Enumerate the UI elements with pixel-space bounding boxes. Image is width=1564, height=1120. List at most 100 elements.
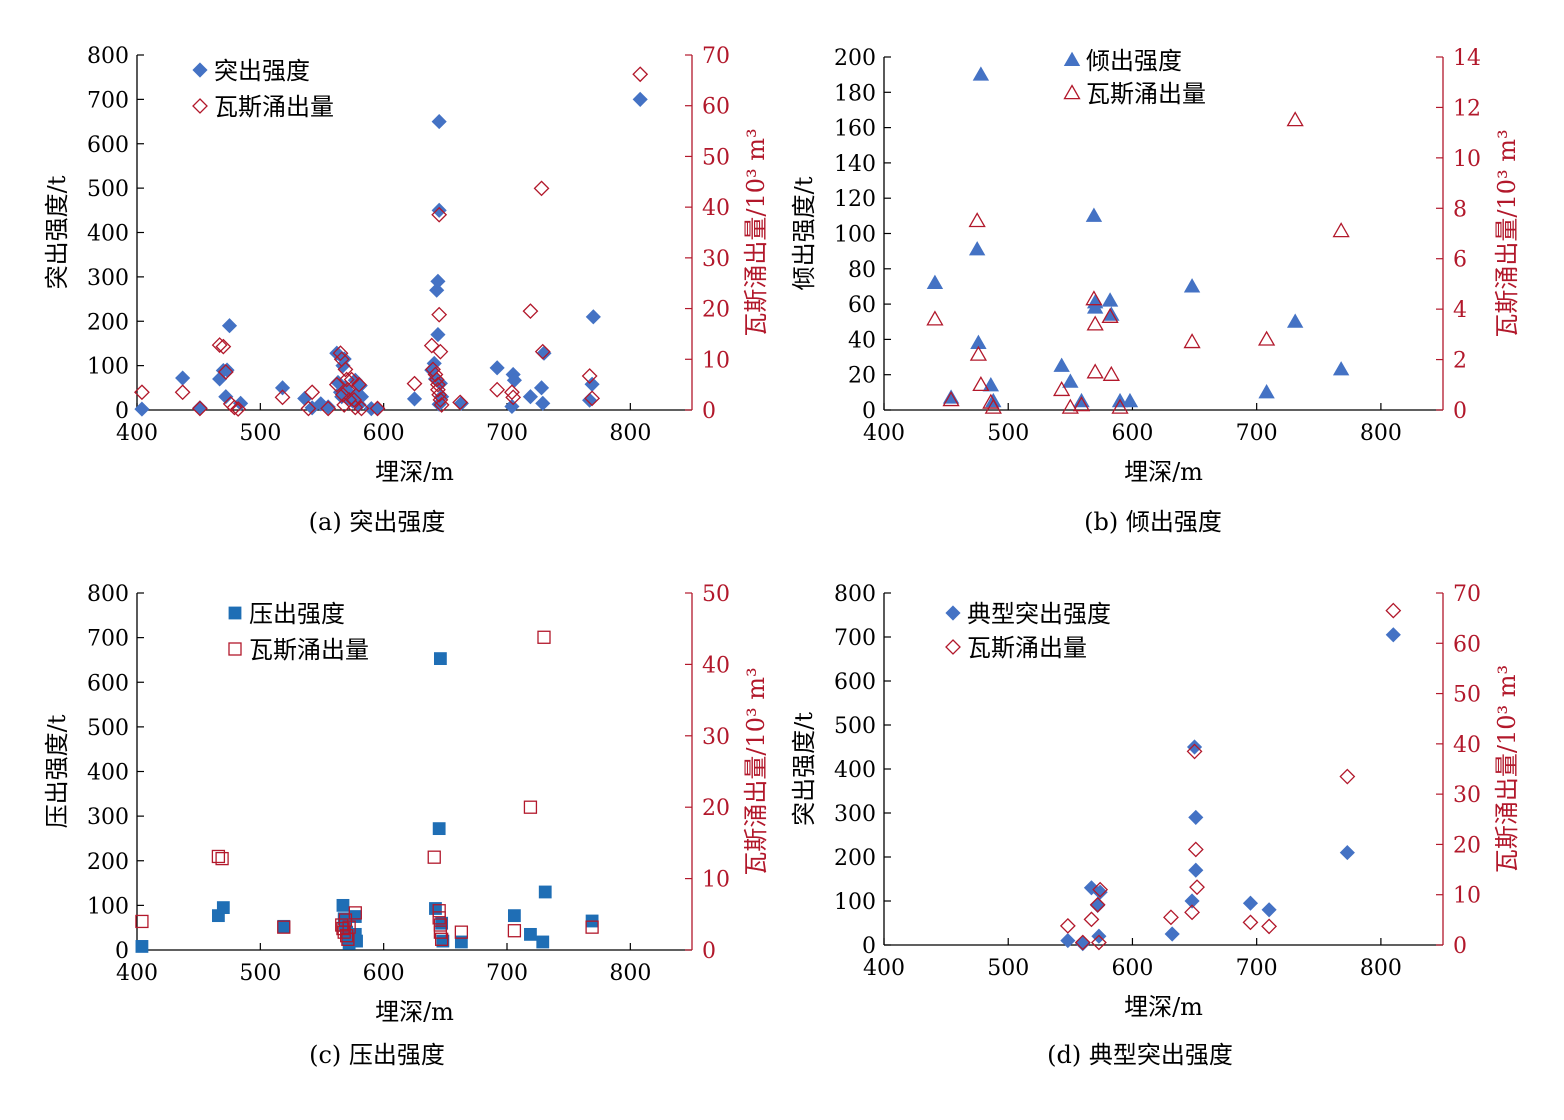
y-tick-label-right: 20 <box>702 796 730 821</box>
data-point <box>507 909 521 923</box>
data-point <box>1257 330 1276 346</box>
data-point <box>1086 299 1104 314</box>
data-point <box>969 345 988 361</box>
data-point <box>1184 893 1200 909</box>
data-point <box>1061 398 1079 414</box>
data-point <box>431 306 448 323</box>
data-point <box>534 343 551 360</box>
data-point <box>1258 384 1275 399</box>
y-tick-label-left: 100 <box>87 355 129 380</box>
data-point <box>226 399 243 416</box>
y-tick-label-left: 400 <box>87 222 129 247</box>
data-point <box>340 929 354 943</box>
data-point <box>1332 361 1350 376</box>
y-tick-label-left: 200 <box>834 46 876 71</box>
data-point <box>1261 902 1277 918</box>
y-tick-label-left: 120 <box>834 187 876 212</box>
y-tick-label-right: 20 <box>702 298 730 323</box>
data-point <box>1086 315 1104 331</box>
legend-marker <box>228 642 242 656</box>
data-point <box>277 920 291 934</box>
data-point <box>1090 934 1107 951</box>
x-tick-label: 700 <box>1236 421 1278 446</box>
data-point <box>338 371 355 388</box>
y-tick-label-left: 80 <box>848 258 876 283</box>
legend-label: 突出强度 <box>214 57 310 85</box>
data-point <box>430 273 446 289</box>
data-point <box>584 376 600 392</box>
data-point <box>454 925 469 939</box>
data-point <box>406 375 423 392</box>
data-point <box>504 384 520 401</box>
data-point <box>1187 841 1204 858</box>
data-point <box>432 343 449 360</box>
data-point <box>432 904 446 918</box>
data-point <box>431 202 447 218</box>
data-point <box>972 375 990 392</box>
y-tick-label-right: 14 <box>1453 46 1481 71</box>
data-point <box>489 381 506 398</box>
data-point <box>1111 398 1129 414</box>
data-point <box>429 282 445 298</box>
data-point <box>1085 207 1103 222</box>
series-intensity <box>1060 627 1401 952</box>
data-point <box>1062 373 1079 388</box>
x-tick-label: 500 <box>987 421 1029 446</box>
data-point <box>348 906 362 920</box>
data-point <box>1339 768 1356 785</box>
data-point <box>1163 909 1179 926</box>
data-point <box>1261 918 1278 935</box>
legend-marker <box>945 639 961 655</box>
y-tick-label-left: 600 <box>87 671 129 696</box>
x-tick-label: 400 <box>116 421 158 446</box>
y-tick-label-right: 50 <box>702 582 730 607</box>
data-point <box>432 911 446 925</box>
legend-marker <box>1063 84 1081 100</box>
data-point <box>1242 914 1259 931</box>
legend-label: 典型突出强度 <box>967 600 1111 628</box>
legend-marker <box>228 606 242 620</box>
data-point <box>1092 884 1108 900</box>
y-tick-label-left: 500 <box>87 716 129 741</box>
data-point <box>431 113 447 130</box>
data-point <box>338 913 353 927</box>
x-tick-label: 600 <box>1111 421 1153 446</box>
y-tick-label-left: 0 <box>862 399 876 424</box>
y-tick-label-left: 0 <box>115 939 129 964</box>
data-point <box>336 397 353 413</box>
data-point <box>505 389 522 406</box>
data-point <box>175 370 191 386</box>
y-tick-label-right: 30 <box>702 725 730 750</box>
data-point <box>369 400 386 417</box>
data-point <box>427 850 441 864</box>
y-tick-label-left: 160 <box>834 117 876 142</box>
legend-marker <box>945 605 961 621</box>
data-point <box>1089 896 1106 913</box>
data-point <box>192 400 208 416</box>
data-point <box>1186 739 1203 755</box>
data-point <box>430 376 446 393</box>
y-axis-label-left: 突出强度/t <box>790 712 818 826</box>
data-point <box>320 400 337 417</box>
data-point <box>1059 917 1076 934</box>
data-point <box>581 368 598 384</box>
chart-panel-c: 400 500 600 700 8000100200300400500600700800… <box>43 582 770 1069</box>
y-tick-label-right: 30 <box>702 247 730 272</box>
data-point <box>335 918 349 932</box>
panel-caption: (d) 典型突出强度 <box>1047 1041 1233 1069</box>
data-point <box>1083 911 1100 928</box>
x-tick-label: 600 <box>363 421 405 446</box>
data-point <box>274 389 291 406</box>
y-axis-label-right: 瓦斯涌出量/10³ m³ <box>742 667 770 875</box>
data-point <box>1332 222 1350 238</box>
x-axis-label: 埋深/m <box>1124 993 1203 1021</box>
data-point <box>1184 904 1200 921</box>
y-tick-label-left: 800 <box>87 582 129 607</box>
data-point <box>335 386 351 403</box>
y-tick-label-left: 700 <box>87 88 129 113</box>
data-point <box>585 920 599 934</box>
data-point <box>1242 895 1259 911</box>
series-gas-emission <box>135 630 599 946</box>
data-point <box>537 630 551 644</box>
data-point <box>430 326 446 343</box>
